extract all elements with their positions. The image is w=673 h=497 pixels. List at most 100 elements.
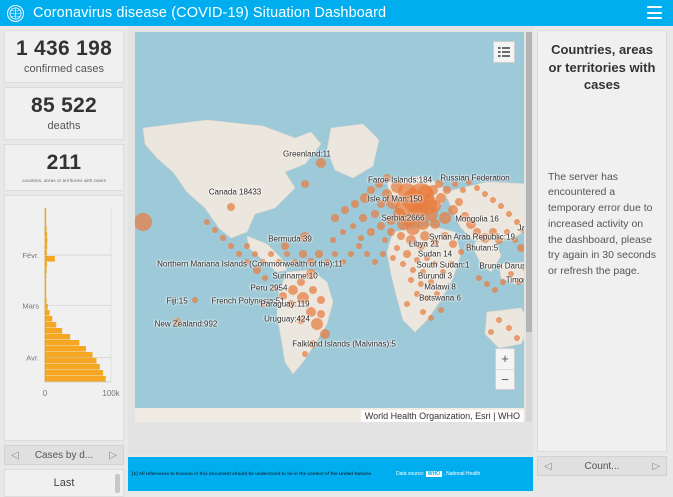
case-bubble bbox=[220, 235, 226, 241]
case-bubble bbox=[430, 219, 440, 229]
case-bubble bbox=[351, 200, 359, 208]
deaths-value: 85 522 bbox=[30, 94, 98, 117]
case-bubble bbox=[480, 233, 490, 243]
svg-text:0: 0 bbox=[43, 389, 48, 398]
countries-prev-arrow[interactable]: ◁ bbox=[544, 460, 552, 472]
case-bubble bbox=[299, 250, 307, 258]
zoom-out-button[interactable]: − bbox=[501, 371, 509, 387]
case-bubble bbox=[448, 205, 458, 215]
case-bubble bbox=[227, 203, 235, 211]
case-bubble bbox=[309, 340, 317, 348]
case-bubble bbox=[417, 242, 425, 250]
case-bubble bbox=[431, 238, 439, 246]
case-bubble bbox=[452, 181, 458, 187]
case-bubble bbox=[367, 186, 375, 194]
case-bubble bbox=[236, 251, 242, 257]
case-bubble bbox=[408, 277, 414, 283]
chart-nav-strip[interactable]: ◁ Cases by d... ▷ bbox=[4, 445, 124, 465]
case-bubble bbox=[320, 329, 330, 339]
case-bubble bbox=[490, 197, 496, 203]
case-bubble bbox=[404, 301, 410, 307]
case-bubble bbox=[414, 291, 420, 297]
case-bubble bbox=[386, 195, 400, 209]
case-bubble bbox=[358, 235, 364, 241]
countries-nav-strip[interactable]: ◁ Count... ▷ bbox=[537, 456, 667, 476]
case-bubble bbox=[340, 259, 346, 265]
case-bubble bbox=[402, 213, 416, 227]
case-bubble bbox=[279, 292, 287, 300]
kosovo-footnote: [1] All references to Kosovo in this doc… bbox=[132, 471, 372, 477]
case-bubble bbox=[340, 229, 346, 235]
chart-prev-arrow[interactable]: ◁ bbox=[11, 449, 19, 461]
case-bubble bbox=[482, 191, 488, 197]
case-bubble bbox=[260, 259, 266, 265]
case-bubble bbox=[397, 232, 405, 240]
map-scrollbar[interactable] bbox=[526, 32, 532, 422]
cases-by-date-chart[interactable]: Févr. Mars Avr. 0 100k bbox=[4, 195, 124, 441]
last-card-scrollbar[interactable] bbox=[115, 474, 120, 493]
case-bubble bbox=[436, 193, 446, 203]
case-bubble bbox=[300, 232, 310, 242]
map-label: Russian Federation bbox=[440, 173, 510, 183]
legend-icon[interactable] bbox=[493, 41, 515, 63]
case-bubble bbox=[284, 251, 290, 257]
case-bubble bbox=[403, 250, 411, 258]
case-bubble bbox=[476, 275, 482, 281]
map-label: Syrian Arab Republic:19 bbox=[429, 232, 515, 242]
case-bubble bbox=[514, 219, 520, 225]
case-bubble bbox=[307, 258, 315, 266]
zoom-in-button[interactable]: + bbox=[501, 351, 509, 367]
case-bubble bbox=[287, 300, 295, 308]
map-label: Isle of Man:150 bbox=[367, 194, 423, 204]
case-bubble bbox=[228, 243, 234, 249]
case-bubble bbox=[409, 196, 429, 216]
map-label: Mongolia 16 bbox=[455, 214, 499, 224]
page-title: Coronavirus disease (COVID-19) Situation… bbox=[33, 5, 387, 21]
last-card-label: Last bbox=[53, 477, 75, 489]
map-label: Brunei Darussa bbox=[479, 261, 524, 271]
case-bubble bbox=[443, 186, 451, 194]
cases-by-date-bars: Févr. Mars Avr. 0 100k bbox=[22, 208, 121, 398]
case-bubble bbox=[394, 245, 400, 251]
map-label: Uruguay:424 bbox=[264, 314, 310, 324]
case-bubble bbox=[522, 265, 524, 271]
map-zoom-controls[interactable]: + − bbox=[495, 348, 515, 390]
case-bubble bbox=[348, 251, 354, 257]
map-label: Paraguay:119 bbox=[260, 299, 310, 309]
left-sidebar: 1 436 198 confirmed cases 85 522 deaths … bbox=[0, 26, 128, 497]
case-bubble bbox=[390, 255, 396, 261]
case-bubble bbox=[500, 279, 506, 285]
app-header: Coronavirus disease (COVID-19) Situation… bbox=[0, 0, 673, 26]
case-bubble bbox=[281, 242, 289, 250]
case-bubble bbox=[332, 251, 338, 257]
stat-card-countries: 211 countries, areas or territories with… bbox=[4, 144, 124, 191]
case-bubble bbox=[460, 187, 466, 193]
case-bubble bbox=[204, 219, 210, 225]
case-bubble bbox=[439, 212, 451, 224]
case-bubble bbox=[498, 203, 504, 209]
case-bubble bbox=[512, 237, 518, 243]
countries-panel-title: Countries, areas or territories with cas… bbox=[548, 42, 656, 93]
last-card[interactable]: Last bbox=[4, 469, 124, 497]
case-bubble bbox=[400, 261, 406, 267]
case-bubble bbox=[371, 210, 379, 218]
menu-icon[interactable] bbox=[647, 6, 662, 19]
case-bubble bbox=[449, 240, 457, 248]
world-map[interactable]: Greenland:11 Canada 18433 Faroe Islands:18… bbox=[135, 32, 524, 422]
case-bubble bbox=[495, 236, 503, 244]
map-label: Canada 18433 bbox=[208, 187, 262, 197]
server-error-message: The server has encountered a temporary e… bbox=[548, 170, 656, 278]
case-bubble bbox=[260, 301, 266, 307]
case-bubble bbox=[135, 213, 152, 231]
chart-next-arrow[interactable]: ▷ bbox=[109, 449, 117, 461]
case-bubble bbox=[420, 309, 426, 315]
case-bubble bbox=[474, 185, 480, 191]
data-source-suffix: , National Health bbox=[443, 471, 481, 477]
case-bubble bbox=[382, 189, 392, 199]
case-bubble bbox=[292, 259, 298, 265]
case-bubble bbox=[244, 243, 250, 249]
countries-next-arrow[interactable]: ▷ bbox=[652, 460, 660, 472]
case-bubble bbox=[301, 180, 309, 188]
map-attribution: World Health Organization, Esri | WHO bbox=[360, 410, 524, 422]
